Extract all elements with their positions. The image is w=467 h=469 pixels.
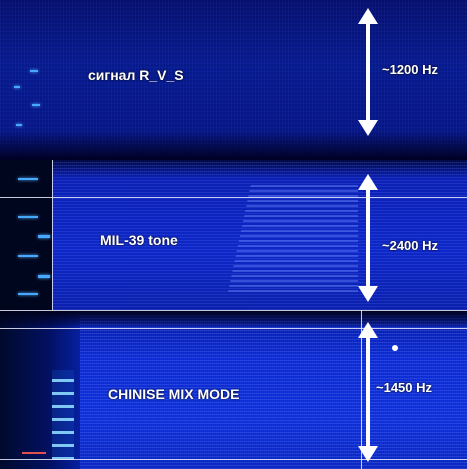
bandwidth-arrow-mil39 — [348, 174, 388, 302]
tone-mark — [18, 178, 38, 180]
signal-blip — [22, 452, 46, 454]
marker-dot — [392, 345, 398, 351]
signal-label-rvs: сигнал R_V_S — [88, 67, 184, 83]
tone-mark — [18, 216, 38, 218]
panel-top-band — [0, 310, 467, 326]
bandwidth-arrow-chinese — [348, 322, 388, 462]
guide-line-horizontal — [0, 197, 467, 198]
frequency-label-mil39: ~2400 Hz — [382, 238, 439, 253]
spectrogram-panel-mil39: MIL-39 tone ~2400 Hz — [0, 160, 467, 310]
signal-label-mil39: MIL-39 tone — [100, 232, 178, 248]
frequency-label-chinese: ~1450 Hz — [376, 380, 433, 395]
spectrogram-panel-chinese: CHINISE MIX MODE ~1450 Hz — [0, 310, 467, 469]
tone-mark — [30, 70, 38, 72]
frequency-label-rvs: ~1200 Hz — [382, 62, 439, 77]
signal-label-chinese: CHINISE MIX MODE — [108, 386, 240, 402]
guide-line-horizontal — [0, 459, 467, 460]
guide-line-vertical — [52, 160, 53, 310]
tone-mark — [38, 275, 50, 278]
tone-mark — [18, 293, 38, 295]
mil39-burst — [228, 182, 358, 292]
mix-mode-signal-column — [52, 370, 74, 460]
guide-line-horizontal — [0, 310, 467, 311]
panel-fade — [0, 130, 467, 160]
tone-mark — [16, 124, 22, 126]
spectrogram-panel-rvs: сигнал R_V_S ~1200 Hz — [0, 0, 467, 160]
guide-line-vertical — [361, 310, 362, 469]
tone-mark — [38, 235, 50, 238]
guide-line-horizontal — [0, 328, 467, 329]
tone-mark — [14, 86, 20, 88]
tone-mark — [32, 104, 40, 106]
bandwidth-arrow-rvs — [348, 8, 388, 136]
tone-mark — [18, 255, 38, 257]
